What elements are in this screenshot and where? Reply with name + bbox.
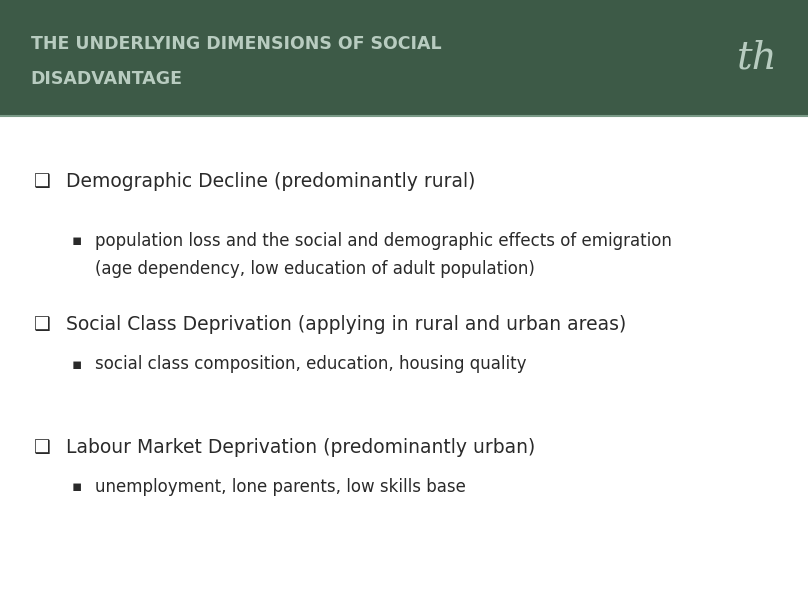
Text: ❑: ❑: [34, 172, 50, 191]
Text: ▪: ▪: [72, 479, 82, 494]
Text: DISADVANTAGE: DISADVANTAGE: [31, 70, 183, 88]
Text: ▪: ▪: [72, 233, 82, 249]
Text: unemployment, lone parents, low skills base: unemployment, lone parents, low skills b…: [95, 478, 466, 496]
Text: Demographic Decline (predominantly rural): Demographic Decline (predominantly rural…: [66, 172, 476, 191]
Text: ❑: ❑: [34, 315, 50, 334]
Text: ▪: ▪: [72, 356, 82, 372]
Bar: [0, 0, 808, 116]
Text: (age dependency, low education of adult population): (age dependency, low education of adult …: [95, 260, 535, 278]
Text: population loss and the social and demographic effects of emigration: population loss and the social and demog…: [95, 232, 672, 250]
Text: social class composition, education, housing quality: social class composition, education, hou…: [95, 355, 527, 373]
Text: Labour Market Deprivation (predominantly urban): Labour Market Deprivation (predominantly…: [66, 438, 536, 457]
Text: ❑: ❑: [34, 438, 50, 457]
Text: THE UNDERLYING DIMENSIONS OF SOCIAL: THE UNDERLYING DIMENSIONS OF SOCIAL: [31, 35, 441, 53]
Text: th: th: [737, 39, 777, 77]
Text: Social Class Deprivation (applying in rural and urban areas): Social Class Deprivation (applying in ru…: [66, 315, 626, 334]
